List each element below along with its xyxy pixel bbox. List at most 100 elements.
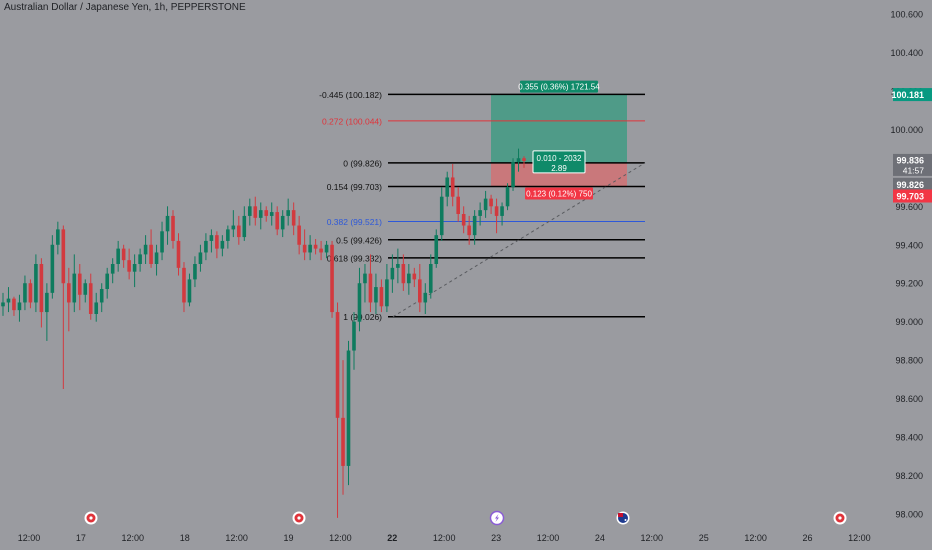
candle-body	[258, 210, 263, 218]
candle-body	[456, 196, 460, 214]
candle-body	[237, 225, 241, 238]
candle-body	[396, 264, 400, 268]
candle-body	[264, 210, 269, 216]
candle-body	[385, 279, 389, 307]
candle-body	[352, 321, 356, 351]
candle-body	[231, 225, 236, 230]
candle-body	[34, 264, 38, 303]
candle-body	[412, 273, 417, 280]
fib-level-label: 0.272 (100.044)	[322, 116, 382, 126]
candle-body	[171, 215, 175, 241]
candle-body	[445, 177, 450, 197]
candle-body	[99, 289, 104, 303]
y-axis-tick-label: 99.600	[895, 202, 923, 212]
x-axis-tick-label: 25	[699, 533, 709, 543]
candle-body	[335, 312, 340, 418]
x-axis-tick-label: 17	[76, 533, 86, 543]
entry-price-label: 99.826	[896, 180, 924, 190]
y-axis-tick-label: 99.200	[895, 279, 923, 289]
event-dot-icon-center	[297, 516, 301, 520]
candle-body	[450, 177, 455, 197]
entry-label-box	[532, 150, 586, 174]
candle-body	[23, 283, 27, 303]
y-axis-tick-label: 98.400	[895, 433, 923, 443]
candle-body	[500, 206, 504, 216]
candle-body	[494, 206, 499, 216]
target-price-label: 100.181	[891, 90, 924, 100]
candle-body	[193, 264, 197, 280]
candle-body	[226, 229, 230, 241]
x-axis-tick-label: 12:00	[329, 533, 352, 543]
candle-body	[324, 244, 329, 253]
candle-body	[280, 215, 285, 230]
y-axis-tick-label: 100.400	[890, 48, 923, 58]
fib-trend-line[interactable]	[392, 162, 646, 318]
candle-body	[319, 248, 323, 253]
candle-body	[330, 244, 334, 313]
y-axis-tick-label: 99.000	[895, 317, 923, 327]
y-axis-tick-label: 98.000	[895, 510, 923, 520]
target-label: 0.355 (0.36%) 1721.54	[518, 83, 600, 92]
fib-level-label: 0.5 (99.426)	[336, 235, 382, 245]
candle-body	[428, 264, 433, 293]
y-axis-tick-label: 98.600	[895, 394, 923, 404]
candle-body	[77, 273, 82, 295]
candle-body	[121, 248, 126, 261]
candle-body	[215, 235, 219, 249]
candle-body	[374, 287, 378, 303]
candle-body	[61, 229, 66, 284]
candle-body	[253, 206, 258, 218]
candle-body	[12, 298, 16, 311]
candle-body	[187, 279, 192, 303]
candle-body	[127, 260, 131, 272]
stop-label-box	[525, 187, 593, 200]
candle-body	[165, 215, 170, 232]
x-axis-tick-label: 12:00	[122, 533, 145, 543]
target-label-box	[520, 80, 598, 93]
candle-body	[198, 252, 203, 264]
x-axis-tick-label: 18	[180, 533, 190, 543]
candle-body	[275, 212, 280, 230]
entry-label-line2: 2.89	[551, 164, 567, 173]
candle-body	[461, 214, 466, 226]
current-price-label: 99.836	[896, 155, 924, 165]
candle-body	[242, 215, 247, 238]
event-dot-icon-center	[89, 516, 93, 520]
candle-body	[401, 264, 406, 284]
candle-body	[368, 273, 373, 303]
candle-body	[67, 283, 71, 303]
stop-price-label-box	[893, 189, 932, 203]
candle-body	[45, 292, 49, 313]
countdown-label: 41:57	[903, 165, 925, 175]
candle-body	[434, 235, 439, 264]
candle-body	[220, 240, 225, 249]
candle-body	[418, 279, 422, 303]
candle-body	[143, 244, 148, 255]
fib-level-label: 0.382 (99.521)	[327, 217, 382, 227]
candle-body	[247, 206, 252, 216]
y-axis-tick-label: 98.800	[895, 356, 923, 366]
candle-body	[160, 231, 164, 253]
candle-body	[516, 158, 521, 163]
y-axis-tick-label: 100.600	[890, 10, 923, 20]
candle-body	[154, 252, 159, 264]
flag-icon-canton	[618, 513, 623, 517]
candle-body	[308, 244, 312, 253]
fib-level-label: 0.618 (99.332)	[327, 253, 382, 263]
candle-body	[88, 283, 93, 314]
x-axis-tick-label: 12:00	[848, 533, 871, 543]
candle-body	[511, 162, 515, 188]
y-axis-tick-label: 98.200	[895, 471, 923, 481]
stop-zone	[491, 162, 627, 187]
candle-body	[407, 273, 411, 284]
stop-label: 0.123 (0.12%) 750	[526, 190, 592, 199]
lightning-icon-bolt	[495, 514, 499, 522]
candle-body	[489, 198, 493, 207]
candle-body	[346, 350, 351, 466]
candle-body	[17, 302, 22, 311]
x-axis-tick-label: 12:00	[433, 533, 456, 543]
candle-body	[291, 210, 296, 226]
candle-body	[182, 267, 186, 303]
